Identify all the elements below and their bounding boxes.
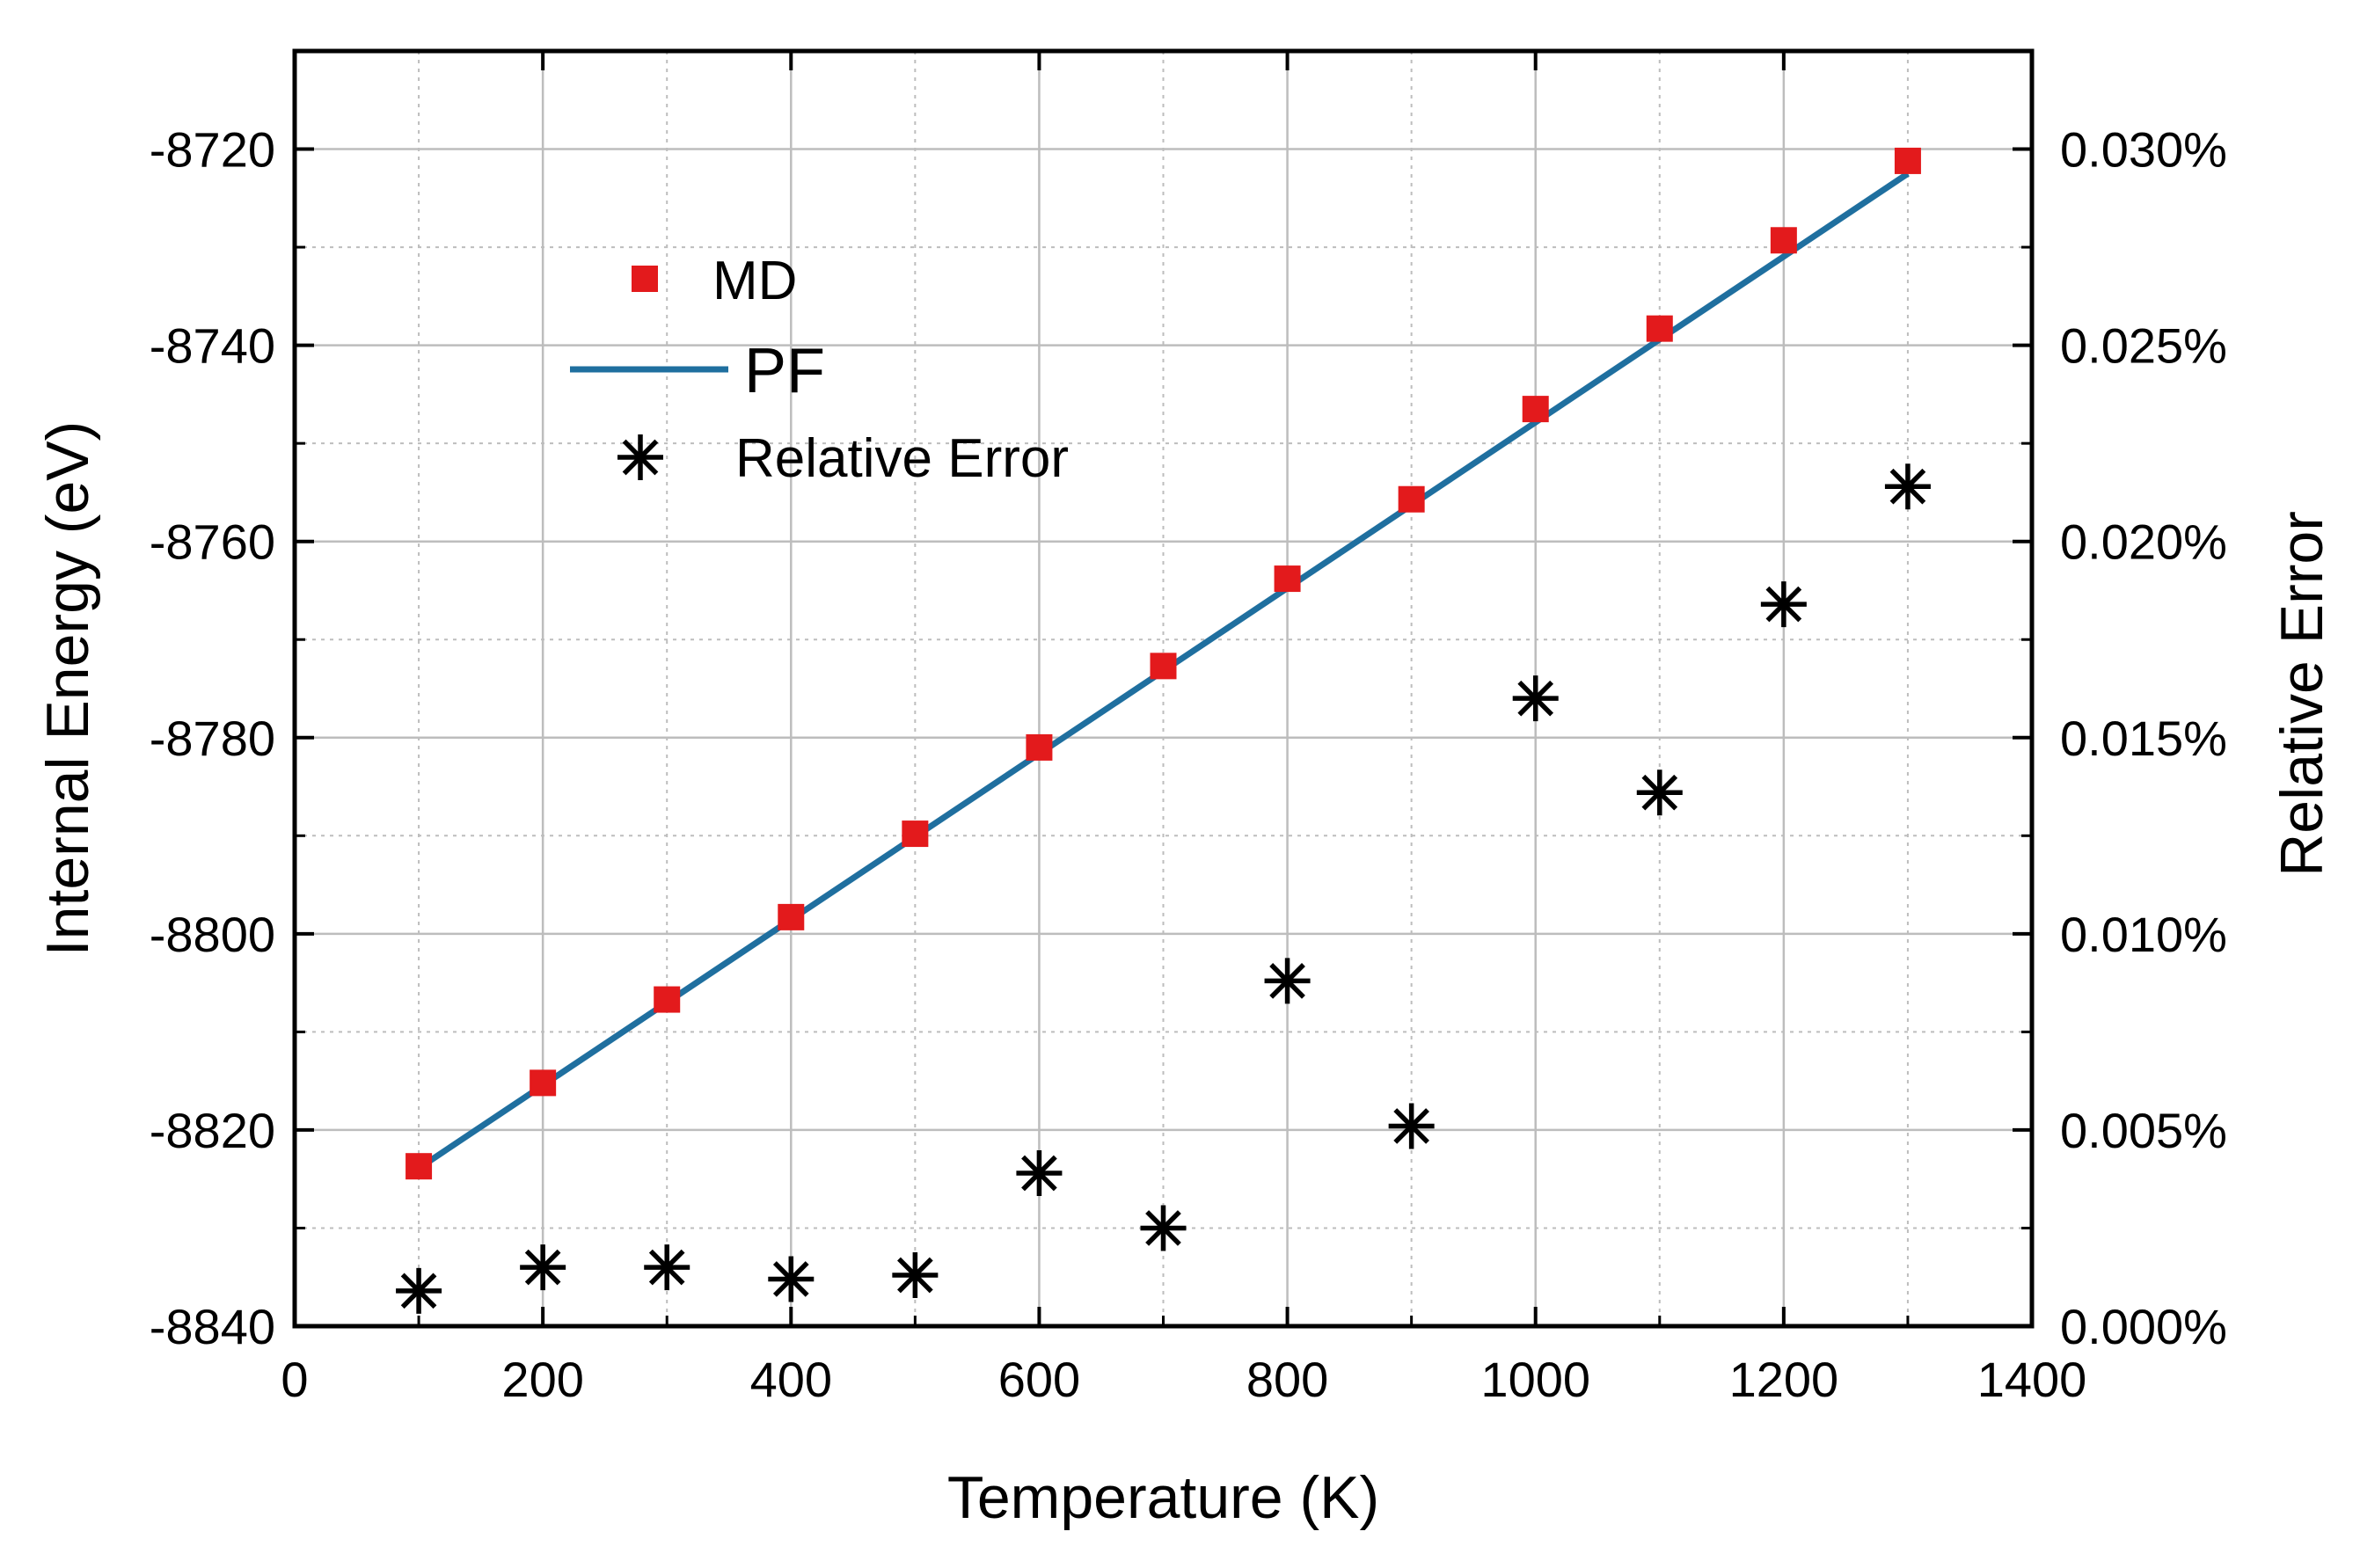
x-tick-label: 600	[998, 1352, 1080, 1407]
asterisk-stroke	[1889, 468, 1926, 505]
data-point-md	[1150, 653, 1177, 680]
legend-pf-label: PF	[744, 336, 825, 406]
y-right-tick-label: 0.005%	[2060, 1103, 2227, 1158]
y-left-tick-label: -8820	[150, 1103, 275, 1158]
y-right-tick-label: 0.000%	[2060, 1299, 2227, 1354]
y-right-tick-label: 0.010%	[2060, 907, 2227, 962]
asterisk-stroke	[648, 1249, 685, 1286]
y-axis-right-title: Relative Error	[2269, 511, 2335, 877]
y-right-tick-label: 0.020%	[2060, 514, 2227, 570]
legend-error-marker	[617, 434, 663, 480]
data-point-relative-error	[396, 1267, 442, 1314]
asterisk-stroke	[1393, 1108, 1429, 1144]
data-point-md	[902, 820, 929, 848]
grid	[295, 51, 2032, 1326]
legend-md-marker	[632, 266, 658, 292]
data-point-relative-error	[1140, 1205, 1187, 1251]
y-left-tick-label: -8760	[150, 514, 275, 570]
data-point-relative-error	[520, 1244, 566, 1291]
asterisk-stroke	[1269, 963, 1305, 999]
x-tick-label: 200	[501, 1352, 583, 1407]
data-point-md	[778, 903, 805, 930]
y-left-tick-label: -8780	[150, 711, 275, 766]
legend: MD PF Relative Error	[570, 251, 1069, 489]
y-left-tick-label: -8840	[150, 1299, 275, 1354]
y-right-tick-label: 0.015%	[2060, 711, 2227, 766]
x-tick-label: 1000	[1480, 1352, 1590, 1407]
asterisk-stroke	[1021, 1155, 1057, 1192]
data-point-md	[1274, 565, 1301, 593]
data-point-relative-error	[1016, 1150, 1063, 1196]
y-right-tick-label: 0.030%	[2060, 122, 2227, 178]
data-point-md	[1894, 147, 1921, 174]
asterisk-stroke	[897, 1257, 933, 1294]
plot-area	[396, 147, 1931, 1314]
asterisk-stroke	[1641, 774, 1678, 811]
data-point-relative-error	[644, 1244, 690, 1291]
data-point-md	[1646, 315, 1673, 342]
y-right-tick-label: 0.025%	[2060, 318, 2227, 374]
x-tick-label: 1400	[1977, 1352, 2087, 1407]
legend-asterisk-stroke	[622, 439, 659, 476]
x-tick-label: 800	[1246, 1352, 1328, 1407]
y-left-tick-label: -8800	[150, 907, 275, 962]
asterisk-stroke	[772, 1261, 809, 1297]
data-point-md	[406, 1153, 433, 1180]
legend-error-label: Relative Error	[735, 428, 1069, 489]
x-tick-label: 400	[750, 1352, 832, 1407]
y-left-tick-label: -8740	[150, 318, 275, 374]
asterisk-stroke	[1145, 1210, 1181, 1246]
data-point-md	[1522, 396, 1549, 423]
data-point-relative-error	[1264, 958, 1311, 1004]
x-tick-label: 1200	[1729, 1352, 1839, 1407]
data-point-md	[1026, 733, 1053, 761]
data-point-relative-error	[1636, 769, 1683, 816]
y-left-tick-label: -8720	[150, 122, 275, 178]
legend-md-label: MD	[712, 251, 797, 311]
data-point-md	[1398, 485, 1425, 513]
x-tick-label: 0	[281, 1352, 308, 1407]
x-axis-title: Temperature (K)	[947, 1464, 1379, 1531]
axes: 0 200 400 600 800 1000 1200 1400 -8720 -8740 -8760…	[150, 48, 2227, 1407]
data-point-relative-error	[1512, 675, 1559, 722]
data-point-md	[1770, 227, 1797, 254]
data-point-relative-error	[1760, 581, 1807, 628]
asterisk-stroke	[1517, 680, 1554, 717]
y-axis-left-title: Internal Energy (eV)	[34, 421, 101, 957]
asterisk-stroke	[524, 1249, 561, 1286]
data-point-md	[654, 986, 681, 1013]
asterisk-stroke	[1765, 586, 1802, 623]
data-point-relative-error	[1884, 463, 1931, 510]
data-point-md	[530, 1069, 557, 1097]
data-point-relative-error	[768, 1256, 815, 1302]
asterisk-stroke	[400, 1273, 437, 1309]
data-point-relative-error	[892, 1252, 939, 1298]
data-point-relative-error	[1388, 1103, 1435, 1149]
